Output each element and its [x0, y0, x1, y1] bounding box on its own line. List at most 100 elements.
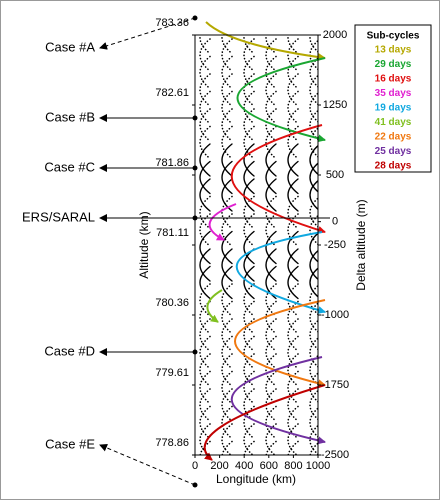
- pattern-arc: [199, 160, 211, 195]
- pattern-arc: [309, 109, 318, 141]
- pattern-arc: [199, 143, 211, 177]
- sub-cycle-curve: [230, 124, 326, 234]
- pattern-arc: [265, 143, 277, 177]
- pattern-arc: [243, 388, 255, 422]
- pattern-arc: [287, 108, 299, 142]
- pattern-arc: [221, 55, 233, 90]
- pattern-arc: [221, 35, 233, 55]
- pattern-arc: [265, 213, 277, 247]
- sub-cycle-curve: [234, 299, 326, 388]
- pattern-arc: [309, 319, 318, 351]
- y2-tick-label: -1750: [321, 379, 349, 391]
- case-label: Case #A: [45, 39, 95, 54]
- sub-cycle-curve: [206, 289, 223, 323]
- pattern-arc: [199, 38, 211, 72]
- pattern-arc: [243, 283, 255, 317]
- pattern-arc: [265, 370, 277, 405]
- pattern-arc: [243, 108, 255, 142]
- y-tick-label: 783.36: [155, 17, 189, 29]
- y2-tick-label: -1000: [321, 309, 349, 321]
- pattern-arc: [221, 213, 233, 247]
- sub-cycle-curve: [208, 203, 237, 241]
- pattern-arc: [243, 300, 255, 335]
- pattern-arc: [309, 232, 318, 263]
- pattern-arc: [199, 108, 211, 142]
- pattern-arc: [243, 35, 255, 55]
- pattern-arc: [199, 423, 211, 455]
- pattern-arc: [243, 55, 255, 90]
- pattern-arc: [309, 249, 318, 281]
- pattern-arc: [199, 440, 211, 455]
- x-tick-label: 400: [235, 460, 253, 472]
- pattern-arc: [207, 35, 211, 37]
- pattern-arc: [199, 335, 211, 370]
- legend-entry: 13 days: [375, 45, 412, 56]
- y2-tick-label: 2000: [323, 29, 347, 41]
- pattern-arc: [221, 265, 233, 300]
- legend-entry: 35 days: [375, 88, 412, 99]
- pattern-arc: [243, 440, 255, 455]
- pattern-arc: [309, 92, 318, 123]
- pattern-arc: [221, 90, 233, 125]
- pattern-arc: [265, 125, 277, 160]
- pattern-arc: [243, 38, 255, 72]
- pattern-arc: [243, 405, 255, 440]
- pattern-arc: [265, 230, 277, 265]
- pattern-arc: [221, 405, 233, 440]
- pattern-arc: [265, 35, 277, 55]
- pattern-arc: [221, 178, 233, 212]
- pattern-arc: [309, 372, 318, 403]
- pattern-arc: [265, 318, 277, 352]
- case-dot: [192, 482, 198, 488]
- pattern-arc: [309, 214, 318, 246]
- pattern-arc: [287, 90, 299, 125]
- pattern-arc: [295, 35, 299, 37]
- pattern-arc: [273, 35, 277, 37]
- case-arrow: [99, 444, 196, 486]
- pattern-arc: [221, 388, 233, 422]
- pattern-arc: [265, 405, 277, 440]
- pattern-arc: [199, 90, 211, 125]
- pattern-arc: [309, 302, 318, 333]
- legend-entry: 41 days: [375, 117, 412, 128]
- case-arrow: [99, 17, 196, 50]
- pattern-arc: [265, 73, 277, 107]
- sub-cycle-curve: [203, 384, 326, 461]
- pattern-arc: [309, 424, 318, 455]
- pattern-arc: [309, 127, 318, 158]
- pattern-arc: [287, 335, 299, 370]
- pattern-arc: [287, 318, 299, 352]
- pattern-arc: [199, 283, 211, 317]
- pattern-arc: [309, 197, 318, 228]
- pattern-arc: [243, 230, 255, 265]
- x-axis-title: Longitude (km): [216, 472, 296, 486]
- case-label: ERS/SARAL: [22, 209, 95, 224]
- sub-cycle-curve: [235, 231, 326, 314]
- y2-tick-label: -250: [324, 239, 346, 251]
- pattern-arc: [287, 55, 299, 90]
- pattern-arc: [199, 125, 211, 160]
- pattern-arc: [265, 195, 277, 230]
- pattern-arc: [199, 318, 211, 352]
- pattern-arc: [243, 125, 255, 160]
- sub-cycle-curve: [230, 356, 326, 445]
- pattern-arc: [287, 178, 299, 212]
- pattern-arc: [221, 353, 233, 387]
- pattern-arc: [199, 73, 211, 107]
- pattern-arc: [287, 230, 299, 265]
- pattern-arc: [265, 178, 277, 212]
- pattern-arc: [309, 35, 318, 53]
- y2-tick-label: 1250: [323, 99, 347, 111]
- pattern-arc: [287, 370, 299, 405]
- pattern-arc: [309, 74, 318, 106]
- pattern-arc: [287, 35, 299, 55]
- x-tick-label: 1000: [306, 460, 330, 472]
- pattern-arc: [199, 35, 211, 55]
- y-tick-label: 781.86: [155, 157, 189, 169]
- pattern-arc: [265, 160, 277, 195]
- y2-tick-label: 500: [326, 169, 344, 181]
- pattern-arc: [251, 35, 255, 37]
- sub-cycle-curve: [205, 21, 326, 62]
- case-label: Case #E: [45, 436, 95, 451]
- legend-entry: 22 days: [375, 132, 412, 143]
